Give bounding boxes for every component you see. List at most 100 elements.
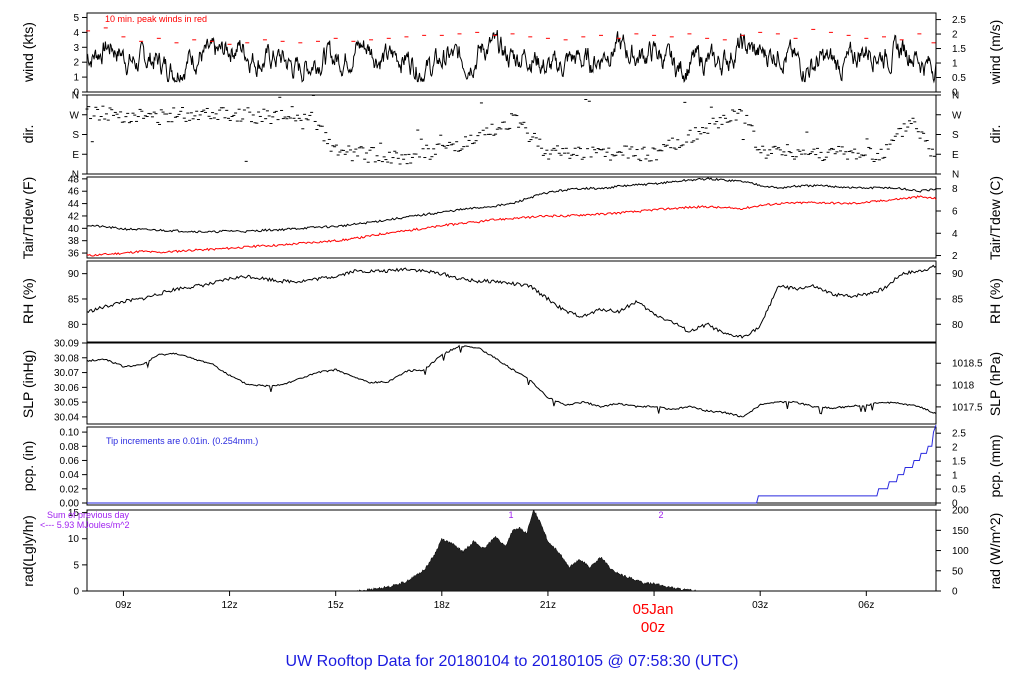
wind-series [86,27,937,84]
rh-line [86,264,937,339]
x-tick-label: 09z [115,600,131,611]
x-tick-label: 06z [858,600,874,611]
rad-ylabel-left: rad(Lgly/hr) [20,515,36,587]
rad-ytick-label-left: 10 [68,534,80,545]
wind-panel-frame [86,12,937,93]
chart-title: UW Rooftop Data for 20180104 to 20180105… [286,653,739,670]
slp-ytick-label-left: 30.07 [54,368,79,379]
rad-sum-note-line2: <--- 5.93 MJoules/m^2 [40,520,130,530]
rad-marker-2: 2 [658,510,663,520]
dir-ytick-label-left: N [72,170,79,181]
date-hour-label: 00z [641,619,665,636]
rh-ytick-label-left: 85 [68,294,80,305]
pcp-ytick-label-right: 1 [952,471,958,482]
slp-ytick-label-right: 1018.5 [952,359,983,370]
rad-marker-1: 1 [508,510,513,520]
dir-ylabel-left: dir. [20,125,36,144]
dir-ytick-label-left: S [72,130,79,141]
slp-series [86,344,937,418]
precip-series [87,424,937,504]
x-tick-label: 18z [434,600,450,611]
pcp-ytick-label-right: 0 [952,499,958,510]
temp-ytick-label-left: 44 [68,199,80,210]
rh-ytick-label-left: 90 [68,269,80,280]
pcp-ylabel-right: pcp. (mm) [987,435,1003,498]
temp-ylabel-right: Tair/Tdew (C) [987,176,1003,260]
temp-ytick-label-left: 40 [68,224,80,235]
temp-ytick-label-left: 46 [68,187,80,198]
pcp-ytick-label-left: 0.08 [60,442,80,453]
pcp-ytick-label-left: 0.06 [60,456,80,467]
temp-panel-frame [86,176,937,259]
temp-ylabel-left: Tair/Tdew (F) [20,177,36,259]
pcp-ytick-label-left: 0.04 [60,470,80,481]
pcp-ytick-label-left: 0.10 [60,428,80,439]
pcp-ytick-label-right: 2.5 [952,429,966,440]
rh-ytick-label-left: 80 [68,320,80,331]
rad-sum-note-line1: Sum of previous day [47,510,130,520]
pcp-ytick-label-right: 0.5 [952,485,966,496]
wind-ylabel-right: wind (m/s) [987,20,1003,86]
temp-ytick-label-left: 42 [68,211,80,222]
slp-ytick-label-right: 1017.5 [952,402,983,413]
rad-ytick-label-right: 150 [952,526,969,537]
slp-ytick-label-left: 30.04 [54,412,79,423]
temp-ytick-label-left: 36 [68,249,80,260]
rh-ylabel-left: RH (%) [20,278,36,324]
direction-series [85,94,936,165]
dir-ytick-label-right: N [952,91,959,102]
slp-ytick-label-left: 30.06 [54,383,79,394]
slp-ytick-label-left: 30.09 [54,339,79,350]
air-temperature-line [86,177,937,234]
rh-panel-frame [86,260,937,343]
rad-ytick-label-right: 100 [952,546,969,557]
pcp-ylabel-left: pcp. (in) [20,441,36,492]
slp-ylabel-right: SLP (hPa) [987,352,1003,416]
radiation-series [356,508,697,592]
slp-panel-frame [86,342,937,425]
rad-ytick-label-left: 0 [73,587,79,598]
dir-ytick-label-right: N [952,170,959,181]
temp-ytick-label-right: 6 [952,207,958,218]
wind-ytick-label-right: 0.5 [952,73,966,84]
rh-ytick-label-right: 90 [952,269,964,280]
wind-ytick-label-left: 0 [73,88,79,99]
x-tick-label: 03z [752,600,768,611]
rh-ytick-label-right: 85 [952,294,964,305]
wind-ytick-label-left: 4 [73,28,79,39]
slp-line [86,344,937,418]
dir-ytick-label-right: W [952,110,962,121]
rad-ylabel-right: rad (W/m^2) [987,513,1003,590]
wind-ytick-label-right: 2.5 [952,15,966,26]
wind-ytick-label-right: 1 [952,59,958,70]
dir-ytick-label-left: W [70,110,80,121]
wind-ylabel-left: wind (kts) [20,22,36,83]
x-tick-label: 15z [328,600,344,611]
wind-peak-annotation: 10 min. peak winds in red [105,14,207,24]
date-label: 05Jan [633,601,674,618]
slp-ylabel-left: SLP (inHg) [20,350,36,418]
x-tick-label: 21z [540,600,556,611]
dir-ytick-label-right: S [952,130,959,141]
temp-ytick-label-left: 38 [68,236,80,247]
wind-ytick-label-right: 0 [952,88,958,99]
wind-ytick-label-right: 2 [952,30,958,41]
wind-ytick-label-left: 2 [73,58,79,69]
wind-ytick-label-left: 5 [73,13,79,24]
dir-ylabel-right: dir. [987,125,1003,144]
rad-ytick-label-right: 200 [952,506,969,517]
radiation-area [356,508,697,592]
precip-cumulative-line [87,424,937,504]
slp-ytick-label-left: 30.08 [54,353,79,364]
pcp-ytick-label-left: 0.02 [60,484,80,495]
dir-ytick-label-right: E [952,150,959,161]
rad-ytick-label-right: 50 [952,566,964,577]
dewpoint-line [86,195,937,257]
temp-ytick-label-left: 48 [68,174,80,185]
rad-ytick-label-left: 5 [73,560,79,571]
rh-ylabel-right: RH (%) [987,278,1003,324]
x-tick-label: 12z [221,600,237,611]
slp-ytick-label-left: 30.05 [54,398,79,409]
wind-ytick-label-left: 1 [73,73,79,84]
